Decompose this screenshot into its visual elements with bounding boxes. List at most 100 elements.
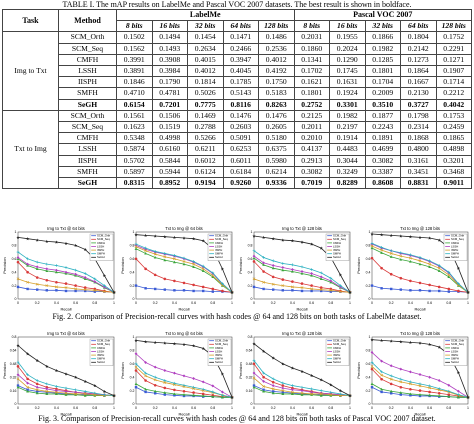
legend-label: CMFH	[333, 346, 341, 350]
data-point	[370, 367, 374, 371]
data-point	[153, 375, 157, 379]
data-point	[45, 387, 49, 391]
value-cell: 0.1621	[293, 76, 330, 89]
data-point	[153, 250, 157, 253]
y-tick-label: 0.6	[366, 257, 371, 261]
data-point	[201, 387, 205, 391]
value-cell: 0.1877	[364, 109, 401, 123]
data-point	[348, 290, 352, 294]
data-point	[271, 275, 275, 279]
data-point	[418, 341, 422, 345]
y-tick-label: 0.2	[366, 389, 371, 393]
chart-title: Txt to Img @ 64 bits	[165, 226, 203, 231]
data-point	[320, 289, 323, 293]
data-point	[74, 287, 78, 291]
value-cell: 0.1494	[151, 31, 188, 44]
data-point	[281, 268, 285, 272]
data-point	[370, 284, 374, 287]
data-point	[447, 393, 451, 396]
data-point	[144, 371, 147, 375]
table-row: LSSH 0.5874 0.6160 0.6211 0.6253 0.6375 0.4137…	[3, 143, 472, 156]
x-tick-label: 1	[467, 406, 469, 410]
value-cell: 0.1471	[222, 31, 259, 44]
value-cell: 0.3727	[400, 98, 437, 111]
data-point	[300, 393, 304, 396]
legend-label: SCM_Seq	[451, 237, 464, 241]
x-tick-label: 0.8	[328, 301, 333, 305]
data-point	[182, 236, 186, 240]
data-point	[173, 260, 176, 264]
data-point	[447, 273, 451, 277]
data-point	[437, 391, 441, 395]
data-point	[380, 266, 383, 270]
value-cell: 0.1704	[364, 76, 401, 89]
legend-label: IISPH	[97, 353, 104, 357]
legend-label: SCM_Orth	[215, 339, 229, 343]
data-point	[399, 391, 403, 394]
pascal-header: Pascal VOC 2007	[293, 8, 472, 22]
data-point	[134, 233, 138, 237]
x-tick-label: 0.2	[153, 406, 158, 410]
data-point	[399, 251, 403, 255]
data-point	[154, 287, 157, 291]
value-cell: 0.6124	[187, 165, 224, 179]
legend-label: SeGH	[333, 360, 341, 364]
value-cell: 0.6154	[116, 98, 153, 111]
y-tick-label: 0.8	[248, 335, 253, 339]
legend-label: SMFH	[451, 357, 459, 361]
value-cell: 0.1506	[151, 109, 188, 123]
x-tick-label: 1	[113, 301, 115, 305]
x-axis-label: Recall	[414, 307, 425, 312]
data-point	[281, 389, 285, 393]
value-cell: 0.3161	[400, 154, 437, 167]
data-point	[339, 392, 342, 396]
data-point	[457, 393, 460, 397]
x-tick-label: 0	[17, 301, 19, 305]
y-tick-label: 0.64	[10, 349, 17, 353]
data-point	[399, 393, 402, 396]
data-point	[466, 290, 470, 294]
value-cell: 0.4042	[435, 98, 472, 111]
data-point	[163, 393, 166, 396]
data-point	[192, 391, 195, 394]
data-point	[262, 256, 265, 259]
data-point	[370, 246, 374, 250]
data-point	[83, 379, 87, 383]
value-cell: 0.2212	[435, 87, 472, 100]
data-point	[291, 263, 294, 267]
data-point	[310, 274, 313, 277]
table-row: LSSH 0.3891 0.3984 0.4012 0.4045 0.4192 0.1702…	[3, 65, 472, 78]
data-point	[211, 287, 215, 291]
value-cell: 0.4045	[222, 65, 259, 78]
data-point	[26, 385, 30, 389]
value-cell: 0.4699	[364, 143, 401, 156]
value-cell: 0.2634	[187, 42, 224, 55]
data-point	[192, 260, 195, 263]
value-cell: 0.6160	[151, 143, 188, 156]
data-point	[252, 385, 256, 389]
data-point	[409, 394, 412, 397]
value-cell: 0.1798	[400, 109, 437, 123]
data-point	[348, 394, 352, 398]
data-point	[409, 289, 412, 292]
data-point	[428, 259, 431, 263]
data-point	[291, 392, 294, 396]
data-point	[182, 260, 186, 263]
data-point	[182, 394, 186, 398]
data-point	[182, 389, 186, 393]
x-tick-label: 0.2	[389, 301, 394, 305]
data-point	[370, 382, 374, 385]
chart-title: Txt to Img @ 128 bits	[400, 331, 440, 336]
data-point	[252, 371, 256, 375]
x-tick-label: 0.8	[92, 406, 97, 410]
data-point	[291, 289, 294, 292]
task-cell: Img to Txt	[2, 31, 59, 111]
data-point	[319, 288, 323, 292]
value-cell: 0.4800	[400, 143, 437, 156]
data-point	[390, 392, 393, 395]
data-point	[389, 389, 393, 393]
data-point	[428, 265, 431, 268]
data-point	[389, 374, 393, 378]
data-point	[211, 395, 215, 398]
data-point	[418, 382, 422, 386]
